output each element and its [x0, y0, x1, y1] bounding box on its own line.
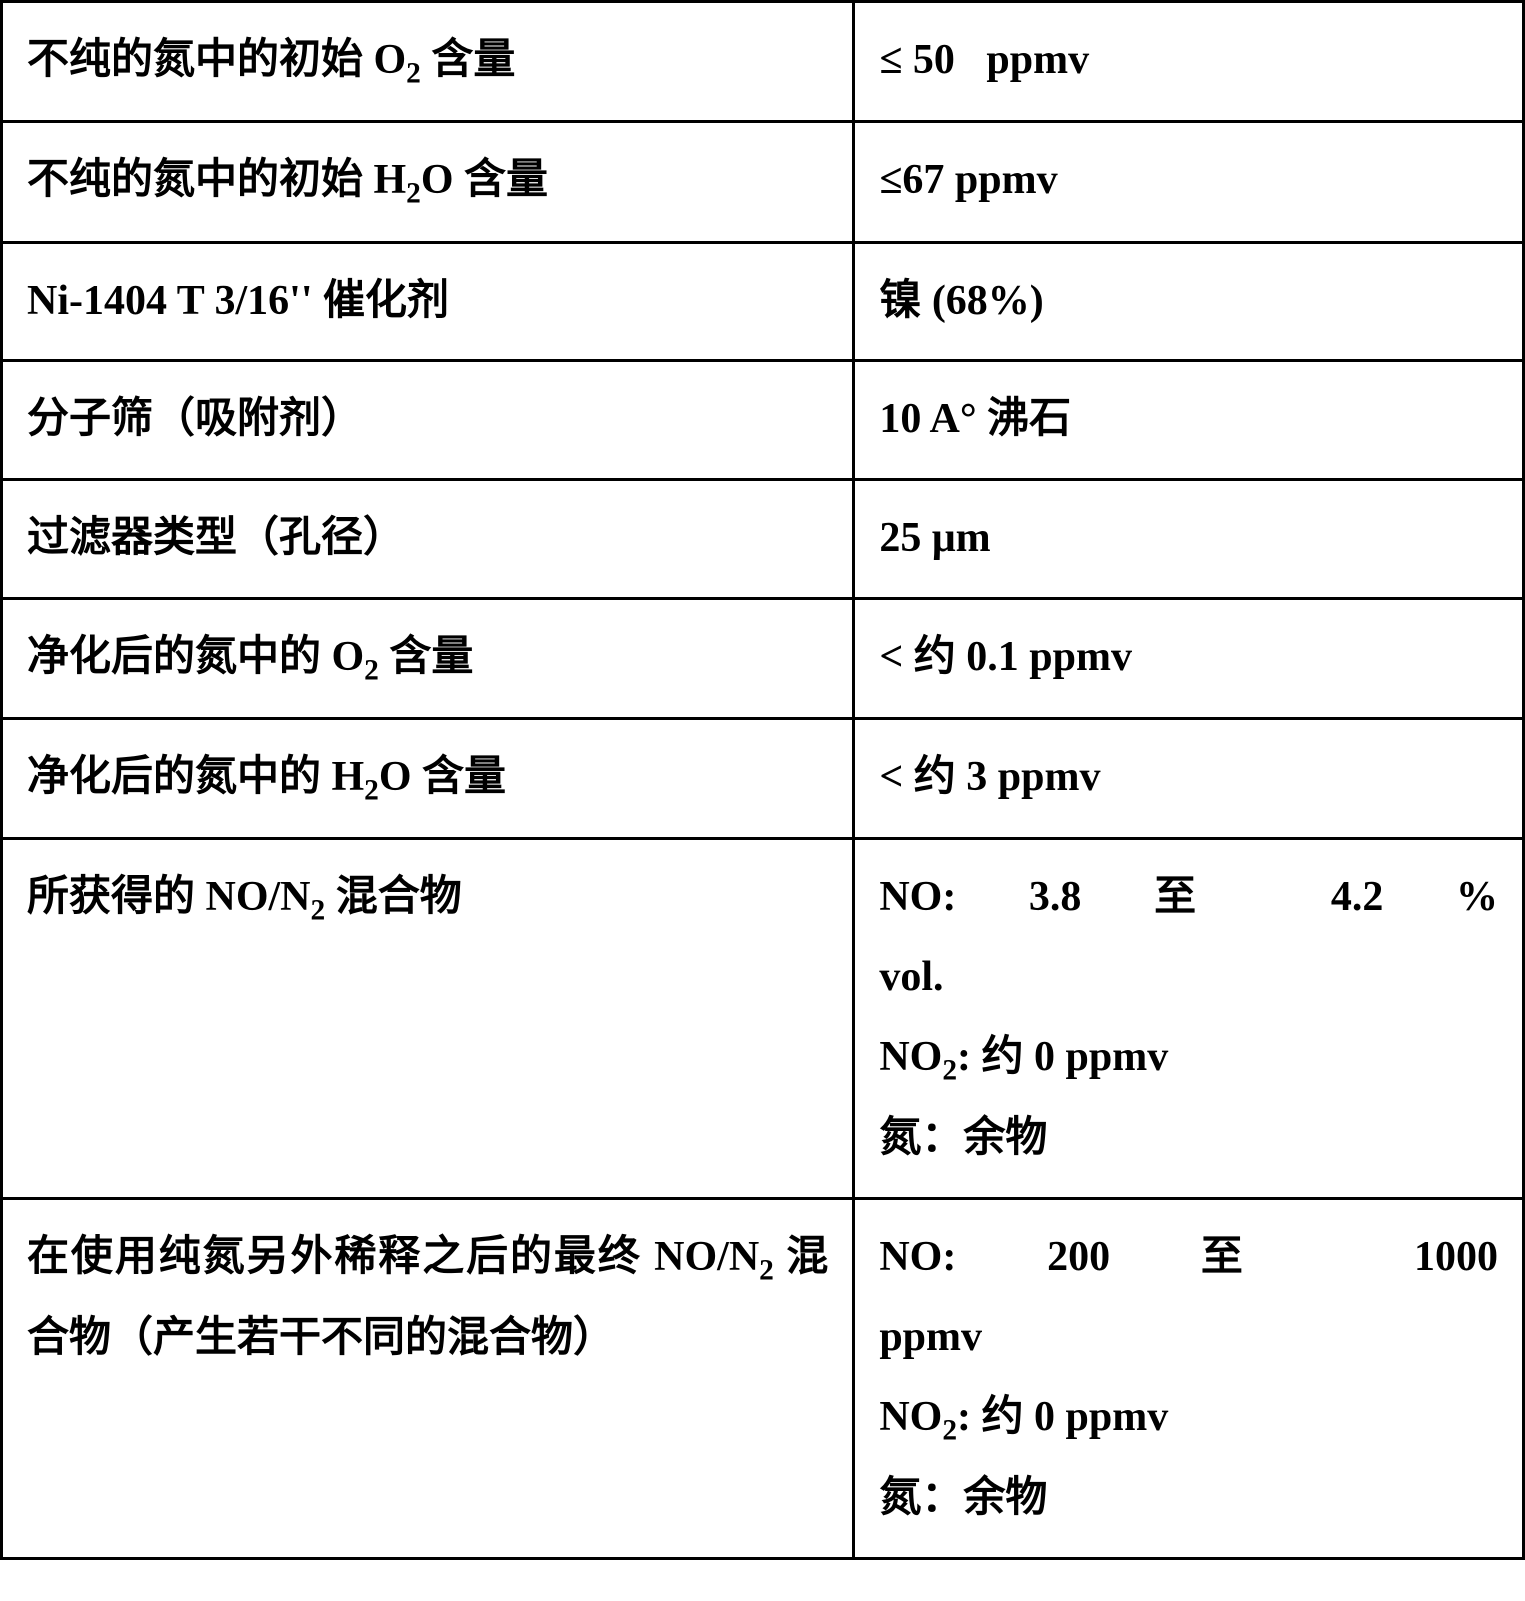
table-row: 所获得的 NO/N2 混合物NO: 3.8 至 4.2 %vol.NO2: 约 … — [2, 839, 1524, 1199]
value-cell: NO: 200 至 1000ppmvNO2: 约 0 ppmv氮：余物 — [854, 1199, 1524, 1559]
param-cell: 所获得的 NO/N2 混合物 — [2, 839, 854, 1199]
param-cell: 净化后的氮中的 H2O 含量 — [2, 719, 854, 839]
table-row: 净化后的氮中的 H2O 含量< 约 3 ppmv — [2, 719, 1524, 839]
value-cell: < 约 3 ppmv — [854, 719, 1524, 839]
table-row: 净化后的氮中的 O2 含量< 约 0.1 ppmv — [2, 598, 1524, 718]
value-cell: ≤67 ppmv — [854, 122, 1524, 242]
value-cell: ≤ 50 ppmv — [854, 2, 1524, 122]
param-cell: Ni-1404 T 3/16'' 催化剂 — [2, 242, 854, 361]
table-row: 在使用纯氮另外稀释之后的最终 NO/N2 混合物（产生若干不同的混合物）NO: … — [2, 1199, 1524, 1559]
value-cell: 10 A° 沸石 — [854, 361, 1524, 480]
table-row: 分子筛（吸附剂）10 A° 沸石 — [2, 361, 1524, 480]
param-cell: 不纯的氮中的初始 H2O 含量 — [2, 122, 854, 242]
parameters-table: 不纯的氮中的初始 O2 含量≤ 50 ppmv不纯的氮中的初始 H2O 含量≤6… — [0, 0, 1525, 1560]
table-row: Ni-1404 T 3/16'' 催化剂镍 (68%) — [2, 242, 1524, 361]
param-cell: 在使用纯氮另外稀释之后的最终 NO/N2 混合物（产生若干不同的混合物） — [2, 1199, 854, 1559]
param-cell: 净化后的氮中的 O2 含量 — [2, 598, 854, 718]
value-cell: < 约 0.1 ppmv — [854, 598, 1524, 718]
value-cell: 25 μm — [854, 480, 1524, 599]
param-cell: 分子筛（吸附剂） — [2, 361, 854, 480]
param-cell: 不纯的氮中的初始 O2 含量 — [2, 2, 854, 122]
table-row: 不纯的氮中的初始 H2O 含量≤67 ppmv — [2, 122, 1524, 242]
value-cell: NO: 3.8 至 4.2 %vol.NO2: 约 0 ppmv氮：余物 — [854, 839, 1524, 1199]
table-row: 不纯的氮中的初始 O2 含量≤ 50 ppmv — [2, 2, 1524, 122]
table-row: 过滤器类型（孔径）25 μm — [2, 480, 1524, 599]
table-body: 不纯的氮中的初始 O2 含量≤ 50 ppmv不纯的氮中的初始 H2O 含量≤6… — [2, 2, 1524, 1559]
value-cell: 镍 (68%) — [854, 242, 1524, 361]
param-cell: 过滤器类型（孔径） — [2, 480, 854, 599]
